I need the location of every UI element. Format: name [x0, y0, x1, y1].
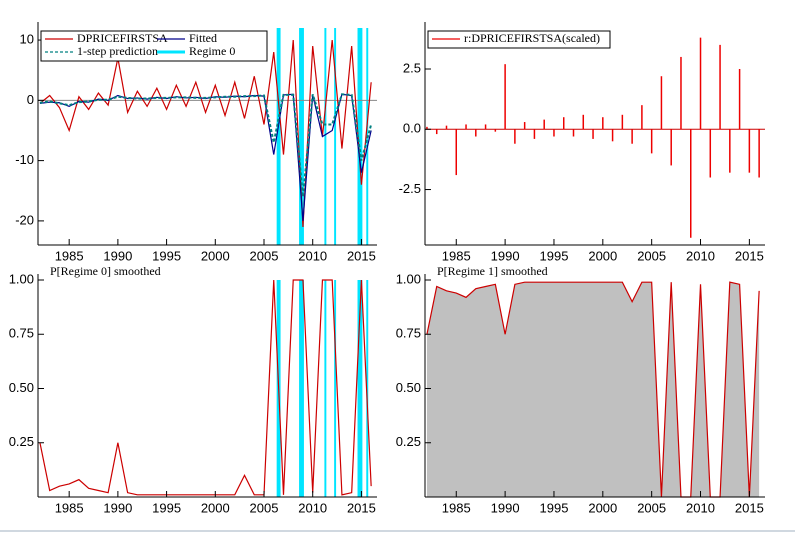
legend-label: DPRICEFIRSTSA [77, 31, 168, 45]
y-tick-label: 1.00 [396, 271, 421, 286]
panel: -2.5 0.0 2.5 1985 1990 1995 2000 2005 2010 2015 r:… [399, 22, 765, 263]
x-tick-label: 1985 [55, 248, 84, 263]
panel: 0.25 0.50 0.75 1.00 1985 1990 1995 2000 2005 2010… [9, 264, 377, 515]
x-tick-label: 2015 [347, 500, 376, 515]
panel: -20 -10 0 10 1985 1990 1995 2000 2005 2010 2015 DPR… [15, 22, 377, 263]
regime-band [276, 28, 281, 245]
x-tick-label: 1990 [103, 500, 132, 515]
x-tick-label: 2015 [735, 248, 764, 263]
y-tick-label: -2.5 [399, 181, 421, 196]
legend-box [427, 30, 611, 49]
y-tick-label: 0.0 [403, 121, 421, 136]
x-tick-label: 2005 [637, 248, 666, 263]
y-tick-label: 2.5 [403, 60, 421, 75]
regime-band [324, 28, 327, 245]
x-tick-label: 2010 [686, 500, 715, 515]
series-line [39, 93, 373, 197]
x-tick-label: 2005 [637, 500, 666, 515]
x-tick-label: 2015 [347, 248, 376, 263]
series-line [426, 281, 760, 498]
y-tick-label: 0.75 [396, 326, 421, 341]
y-tick-label: 0.50 [9, 380, 34, 395]
regime-band [324, 280, 327, 497]
x-tick-label: 1990 [103, 248, 132, 263]
x-tick-label: 2015 [735, 500, 764, 515]
regime-band [299, 280, 304, 497]
y-tick-label: 0.75 [9, 326, 34, 341]
regime-band [366, 280, 369, 497]
regime-band [334, 280, 337, 497]
x-tick-label: 1995 [540, 248, 569, 263]
x-tick-label: 2010 [298, 248, 327, 263]
x-tick-label: 1990 [491, 500, 520, 515]
x-tick-label: 1995 [152, 248, 181, 263]
regime-band [357, 280, 363, 497]
series-line [39, 39, 372, 227]
y-tick-label: -10 [15, 152, 34, 167]
x-tick-label: 2000 [201, 248, 230, 263]
legend-box [40, 30, 268, 62]
legend-label: 1-step prediction [77, 44, 158, 58]
x-tick-label: 1985 [442, 500, 471, 515]
x-tick-label: 1985 [55, 500, 84, 515]
x-tick-label: 2005 [250, 500, 279, 515]
x-tick-label: 1995 [152, 500, 181, 515]
x-tick-label: 2000 [588, 500, 617, 515]
y-tick-label: 0.25 [9, 434, 34, 449]
series-line [39, 279, 372, 496]
panel-title: P[Regime 0] smoothed [50, 264, 161, 278]
panel: 0.25 0.50 0.75 1.00 1985 1990 1995 2000 2005 2010… [396, 264, 765, 515]
x-tick-label: 1990 [491, 248, 520, 263]
regime-band [299, 28, 304, 245]
y-tick-label: 0.25 [396, 434, 421, 449]
x-tick-label: 2010 [686, 248, 715, 263]
legend-label: r:DPRICEFIRSTSA(scaled) [464, 31, 600, 45]
x-tick-label: 2000 [201, 500, 230, 515]
x-tick-label: 2000 [588, 248, 617, 263]
legend-label: Fitted [189, 31, 217, 45]
y-tick-label: 1.00 [9, 271, 34, 286]
legend-label: Regime 0 [189, 44, 235, 58]
panel-title: P[Regime 1] smoothed [437, 264, 548, 278]
x-tick-label: 2005 [250, 248, 279, 263]
regime-band [334, 28, 337, 245]
regime-band [357, 28, 363, 245]
x-tick-label: 2010 [298, 500, 327, 515]
y-tick-label: 0.50 [396, 380, 421, 395]
y-tick-label: 0 [27, 92, 34, 107]
area-fill [426, 282, 760, 497]
x-tick-label: 1985 [442, 248, 471, 263]
y-tick-label: 10 [20, 31, 34, 46]
x-tick-label: 1995 [540, 500, 569, 515]
y-tick-label: -20 [15, 212, 34, 227]
